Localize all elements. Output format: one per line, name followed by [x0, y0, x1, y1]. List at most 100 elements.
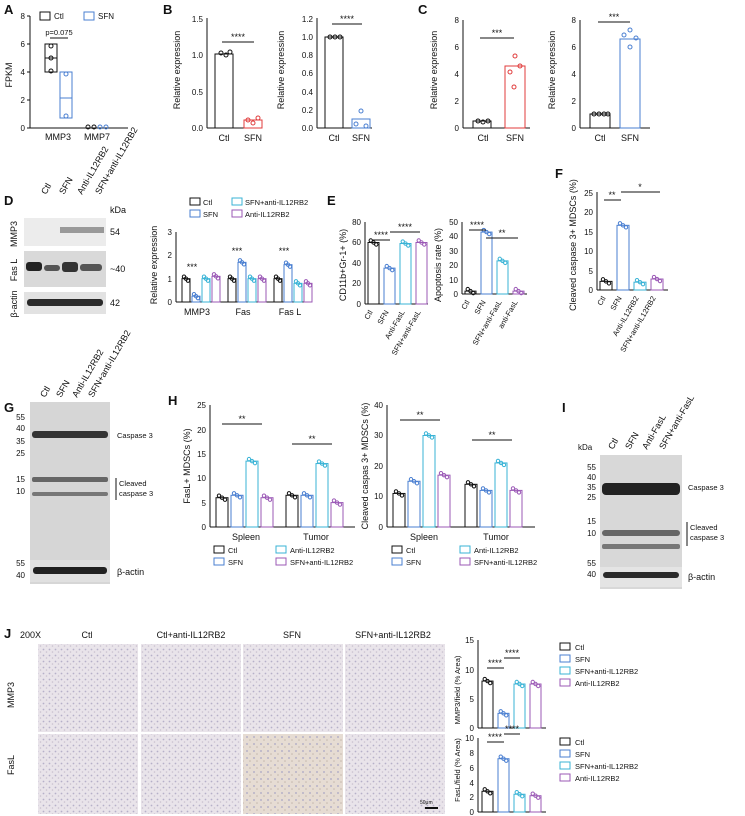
sig-stars: *** [492, 28, 503, 38]
bar [257, 278, 267, 303]
group-label: Spleen [410, 532, 438, 542]
ytick: 8 [470, 749, 475, 758]
data-point [222, 497, 228, 502]
group-label: Tumor [303, 532, 329, 542]
data-point [533, 681, 538, 687]
data-point [617, 221, 623, 226]
bar [399, 243, 412, 305]
data-point [205, 278, 211, 283]
bar [215, 497, 229, 528]
sig-stars: ** [308, 434, 316, 444]
data-point [516, 288, 521, 294]
legend-label: Anti-IL12RB2 [575, 774, 620, 783]
data-point [396, 491, 402, 496]
ytick: 6 [21, 40, 26, 49]
panel-b: B Relative expression 0.0 0.5 1.0 1.5 **… [163, 2, 372, 143]
data-point [252, 460, 258, 466]
band-label: caspase 3 [690, 533, 724, 542]
data-point [501, 756, 506, 761]
data-point [501, 462, 507, 468]
data-point [399, 493, 405, 498]
ytick: 15 [584, 228, 593, 237]
band-label: Caspase 3 [688, 483, 724, 492]
panel-e2-bars [464, 227, 525, 296]
panel-h2-bars [392, 431, 523, 528]
panel-c: C Relative expression 0 2 4 6 8 *** Ctl … [418, 2, 650, 143]
data-point [482, 676, 487, 682]
sig-stars: *** [232, 246, 243, 256]
data-point [292, 495, 298, 500]
ytick: 80 [352, 218, 361, 227]
data-point [654, 276, 660, 282]
sig-stars: **** [505, 724, 520, 734]
ytick: 6 [470, 764, 475, 773]
data-point [640, 281, 646, 287]
bar [201, 278, 211, 303]
group-label: Tumor [483, 532, 509, 542]
ihc-col-label: Ctl+anti-IL12RB2 [157, 630, 226, 640]
mw-marker: 10 [587, 529, 596, 538]
data-point [520, 683, 525, 689]
bar [230, 494, 244, 528]
ytick: 5 [470, 695, 475, 704]
xtick: Ctl [329, 133, 340, 143]
data-point [301, 491, 307, 496]
data-point [419, 240, 424, 245]
bar-b2-sfn [351, 118, 371, 129]
data-point [441, 472, 447, 478]
data-point [651, 274, 657, 280]
legend-label: SFN [203, 210, 218, 219]
ytick: 0 [470, 724, 475, 733]
lane-label: SFN [623, 430, 641, 451]
legend-label: Ctl [203, 198, 213, 207]
ytick: 4 [21, 68, 26, 77]
mw-marker: 25 [587, 493, 596, 502]
mw-marker: 55 [16, 413, 25, 422]
legend-label: Anti-IL12RB2 [290, 546, 335, 555]
band-label: β-actin [688, 572, 715, 582]
data-point [231, 491, 237, 496]
mw-marker: 15 [16, 475, 25, 484]
ytick: 2 [572, 97, 577, 106]
data-point [471, 290, 476, 296]
data-point [334, 500, 340, 505]
ytick: 8 [21, 12, 26, 21]
sig-stars: **** [374, 230, 389, 240]
data-point [408, 477, 414, 482]
data-point [387, 265, 392, 271]
bar-b1-ctl [214, 53, 234, 129]
sig-stars: **** [470, 220, 485, 230]
sig-stars: *** [187, 262, 198, 272]
ytick: 0 [470, 808, 475, 816]
data-point [514, 790, 519, 795]
ytick: 0.8 [302, 51, 314, 60]
ytick: 0 [379, 523, 384, 532]
data-point [533, 793, 538, 798]
data-point [237, 495, 243, 500]
xtick: Fas [235, 307, 251, 317]
data-point [513, 488, 519, 493]
bar [497, 758, 510, 813]
data-point [422, 242, 427, 247]
panel-a-yticks: 0 2 4 6 8 [21, 12, 30, 133]
data-point [264, 495, 270, 500]
panel-d-ylabel: Relative expression [149, 226, 159, 305]
xtick: SFN [506, 133, 524, 143]
sig-stars: **** [505, 648, 520, 658]
band-label: Caspase 3 [117, 431, 153, 440]
data-point [514, 679, 519, 685]
data-point [261, 493, 267, 498]
sig-stars: *** [609, 12, 620, 22]
legend-label: SFN [406, 558, 421, 567]
legend-label: SFN+anti-IL12RB2 [474, 558, 537, 567]
box-mmp3-sfn [59, 71, 73, 119]
data-point [487, 231, 492, 237]
bar [315, 463, 329, 528]
ytick: 2 [455, 97, 460, 106]
data-point [510, 486, 516, 491]
xtick: Ctl [219, 133, 230, 143]
data-point [246, 456, 252, 462]
ihc-col-label: Ctl [82, 630, 93, 640]
panel-h-ylabel-1: FasL+ MDSCs (%) [182, 428, 192, 503]
xtick: SFN [375, 309, 390, 326]
